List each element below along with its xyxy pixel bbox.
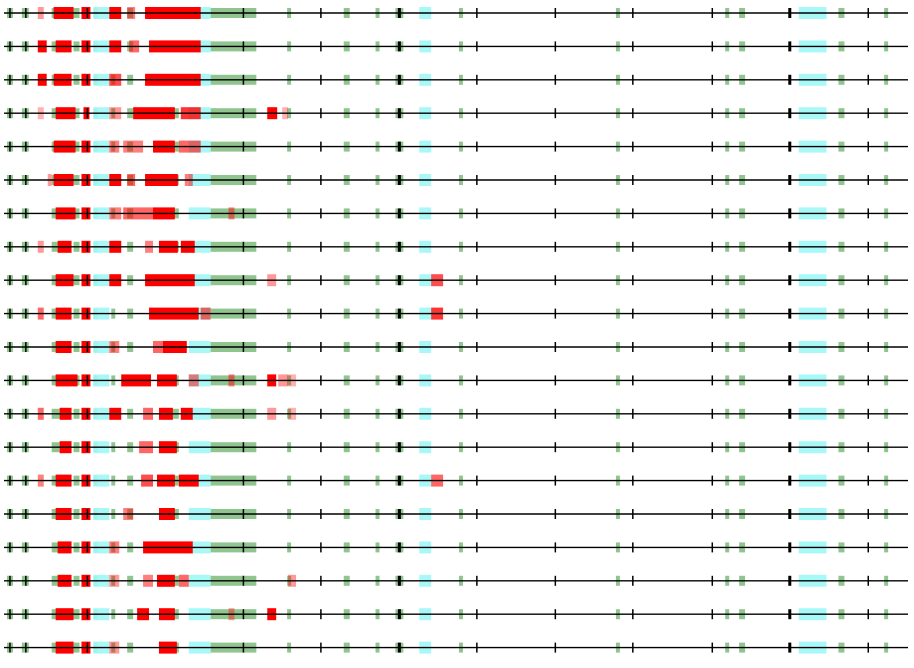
track-19 [4,608,908,621]
track-6 [4,174,908,186]
track-20 [4,641,908,654]
track-14 [4,441,908,454]
track-9 [4,274,908,287]
track-13 [4,407,908,420]
track-10 [4,307,908,320]
track-18 [4,574,908,587]
track-11 [4,341,908,353]
track-8 [4,240,908,253]
track-2 [4,40,908,53]
track-15 [4,474,908,487]
track-5 [4,140,908,153]
track-16 [4,508,908,520]
track-7 [4,207,908,220]
track-1 [4,7,908,19]
track-4 [4,107,908,120]
track-17 [4,541,908,554]
track-12 [4,374,908,387]
track-3 [4,73,908,86]
